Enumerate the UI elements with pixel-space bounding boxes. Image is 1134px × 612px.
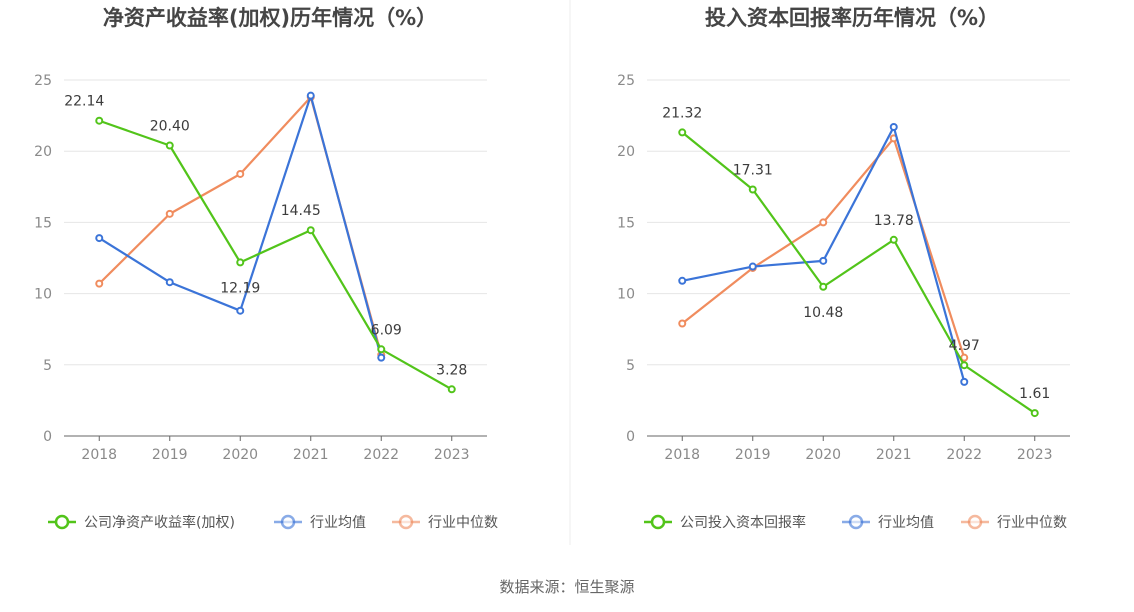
legend-label: 行业中位数 xyxy=(997,515,1067,531)
x-tick-label: 2018 xyxy=(81,447,117,463)
x-tick-label: 2020 xyxy=(805,447,841,463)
data-source-footer: 数据来源：恒生聚源 xyxy=(499,578,634,596)
data-point-company[interactable] xyxy=(960,361,969,370)
legend-swatch-marker xyxy=(280,514,296,530)
legend-item-avg[interactable]: 行业均值 xyxy=(842,514,934,531)
chart-title: 投入资本回报率历年情况（%） xyxy=(705,6,999,30)
legend-label: 行业均值 xyxy=(878,515,934,531)
legend-label: 行业中位数 xyxy=(428,515,498,531)
data-point-avg[interactable] xyxy=(306,91,315,100)
data-point-company[interactable] xyxy=(819,282,828,291)
x-tick-label: 2019 xyxy=(735,447,771,463)
data-point-company[interactable] xyxy=(889,235,898,244)
data-point-company[interactable] xyxy=(678,128,687,137)
y-tick-label: 0 xyxy=(626,429,635,445)
data-point-company[interactable] xyxy=(236,258,245,267)
data-point-avg[interactable] xyxy=(678,276,687,285)
x-tick-label: 2022 xyxy=(363,447,399,463)
y-tick-label: 20 xyxy=(617,144,635,160)
legend-label: 行业均值 xyxy=(310,515,366,531)
series-line-median xyxy=(681,137,966,359)
data-label: 12.19 xyxy=(220,280,260,296)
legend-swatch-marker xyxy=(848,514,864,530)
series-line-avg xyxy=(682,125,966,383)
legend-item-avg[interactable]: 行业均值 xyxy=(274,514,366,531)
x-tick-label: 2021 xyxy=(293,447,329,463)
data-point-avg[interactable] xyxy=(95,234,104,243)
data-point-median[interactable] xyxy=(819,218,828,227)
series-line-company xyxy=(681,131,1036,414)
legend-item-median[interactable]: 行业中位数 xyxy=(961,514,1067,531)
x-tick-label: 2022 xyxy=(946,447,982,463)
data-label: 20.40 xyxy=(150,119,190,135)
data-point-avg[interactable] xyxy=(889,122,898,131)
data-label: 17.31 xyxy=(733,163,773,179)
data-point-company[interactable] xyxy=(748,185,757,194)
data-point-avg[interactable] xyxy=(377,353,386,362)
x-tick-label: 2020 xyxy=(222,447,258,463)
y-tick-label: 10 xyxy=(617,287,635,303)
data-point-avg[interactable] xyxy=(819,256,828,265)
roic-chart: 投入资本回报率历年情况（%） 0 5 10 15 20 25 2018 2019 2020 202… xyxy=(617,6,1070,531)
data-point-avg[interactable] xyxy=(236,306,245,315)
series-line-company xyxy=(98,119,453,391)
plot-area: 0 5 10 15 20 25 2018 2019 2020 2021 2022 2023 22.14 2… xyxy=(34,73,487,463)
legend-swatch-marker xyxy=(650,514,666,530)
y-tick-label: 15 xyxy=(617,215,635,231)
data-point-company[interactable] xyxy=(447,385,456,394)
legend-swatch-marker xyxy=(54,514,70,530)
data-label: 21.32 xyxy=(662,105,702,121)
data-label: 1.61 xyxy=(1019,386,1050,402)
data-label: 3.28 xyxy=(436,362,467,378)
data-point-company[interactable] xyxy=(95,116,104,125)
legend-swatch-marker xyxy=(398,514,414,530)
data-point-company[interactable] xyxy=(377,345,386,354)
y-tick-label: 25 xyxy=(617,73,635,89)
legend-item-company[interactable]: 公司净资产收益率(加权) xyxy=(48,514,235,531)
x-tick-label: 2018 xyxy=(664,447,700,463)
legend-swatch-marker xyxy=(967,514,983,530)
x-tick-label: 2023 xyxy=(434,447,470,463)
roe-chart: 净资产收益率(加权)历年情况（%） 0 5 10 15 20 25 2018 2019 2020… xyxy=(34,6,498,531)
legend: 公司投入资本回报率 行业均值 行业中位数 xyxy=(644,514,1067,531)
data-point-company[interactable] xyxy=(1030,409,1039,418)
data-point-avg[interactable] xyxy=(960,377,969,386)
data-point-avg[interactable] xyxy=(748,262,757,271)
y-tick-label: 25 xyxy=(34,73,52,89)
data-point-avg[interactable] xyxy=(165,278,174,287)
x-tick-label: 2023 xyxy=(1017,447,1053,463)
data-point-company[interactable] xyxy=(165,141,174,150)
y-tick-label: 5 xyxy=(626,358,635,374)
y-tick-label: 0 xyxy=(43,429,52,445)
data-label: 4.97 xyxy=(949,338,980,354)
y-tick-label: 20 xyxy=(34,144,52,160)
data-label: 13.78 xyxy=(874,213,914,229)
data-point-company[interactable] xyxy=(306,226,315,235)
x-tick-label: 2021 xyxy=(876,447,912,463)
data-point-median[interactable] xyxy=(236,169,245,178)
data-label: 6.09 xyxy=(371,322,402,338)
data-label: 14.45 xyxy=(281,203,321,219)
plot-area: 0 5 10 15 20 25 2018 2019 2020 2021 2022 2023 21.32 1… xyxy=(617,73,1070,463)
legend: 公司净资产收益率(加权) 行业均值 行业中位数 xyxy=(48,514,498,531)
data-point-median[interactable] xyxy=(678,319,687,328)
data-label: 10.48 xyxy=(803,305,843,321)
data-point-median[interactable] xyxy=(165,209,174,218)
y-tick-label: 5 xyxy=(43,358,52,374)
chart-title: 净资产收益率(加权)历年情况（%） xyxy=(103,6,437,30)
x-tick-label: 2019 xyxy=(152,447,188,463)
data-point-median[interactable] xyxy=(95,279,104,288)
legend-item-median[interactable]: 行业中位数 xyxy=(392,514,498,531)
legend-label: 公司净资产收益率(加权) xyxy=(84,514,235,531)
data-label: 22.14 xyxy=(64,94,104,110)
legend-label: 公司投入资本回报率 xyxy=(680,514,806,531)
legend-item-company[interactable]: 公司投入资本回报率 xyxy=(644,514,806,531)
y-tick-label: 15 xyxy=(34,215,52,231)
y-tick-label: 10 xyxy=(34,287,52,303)
